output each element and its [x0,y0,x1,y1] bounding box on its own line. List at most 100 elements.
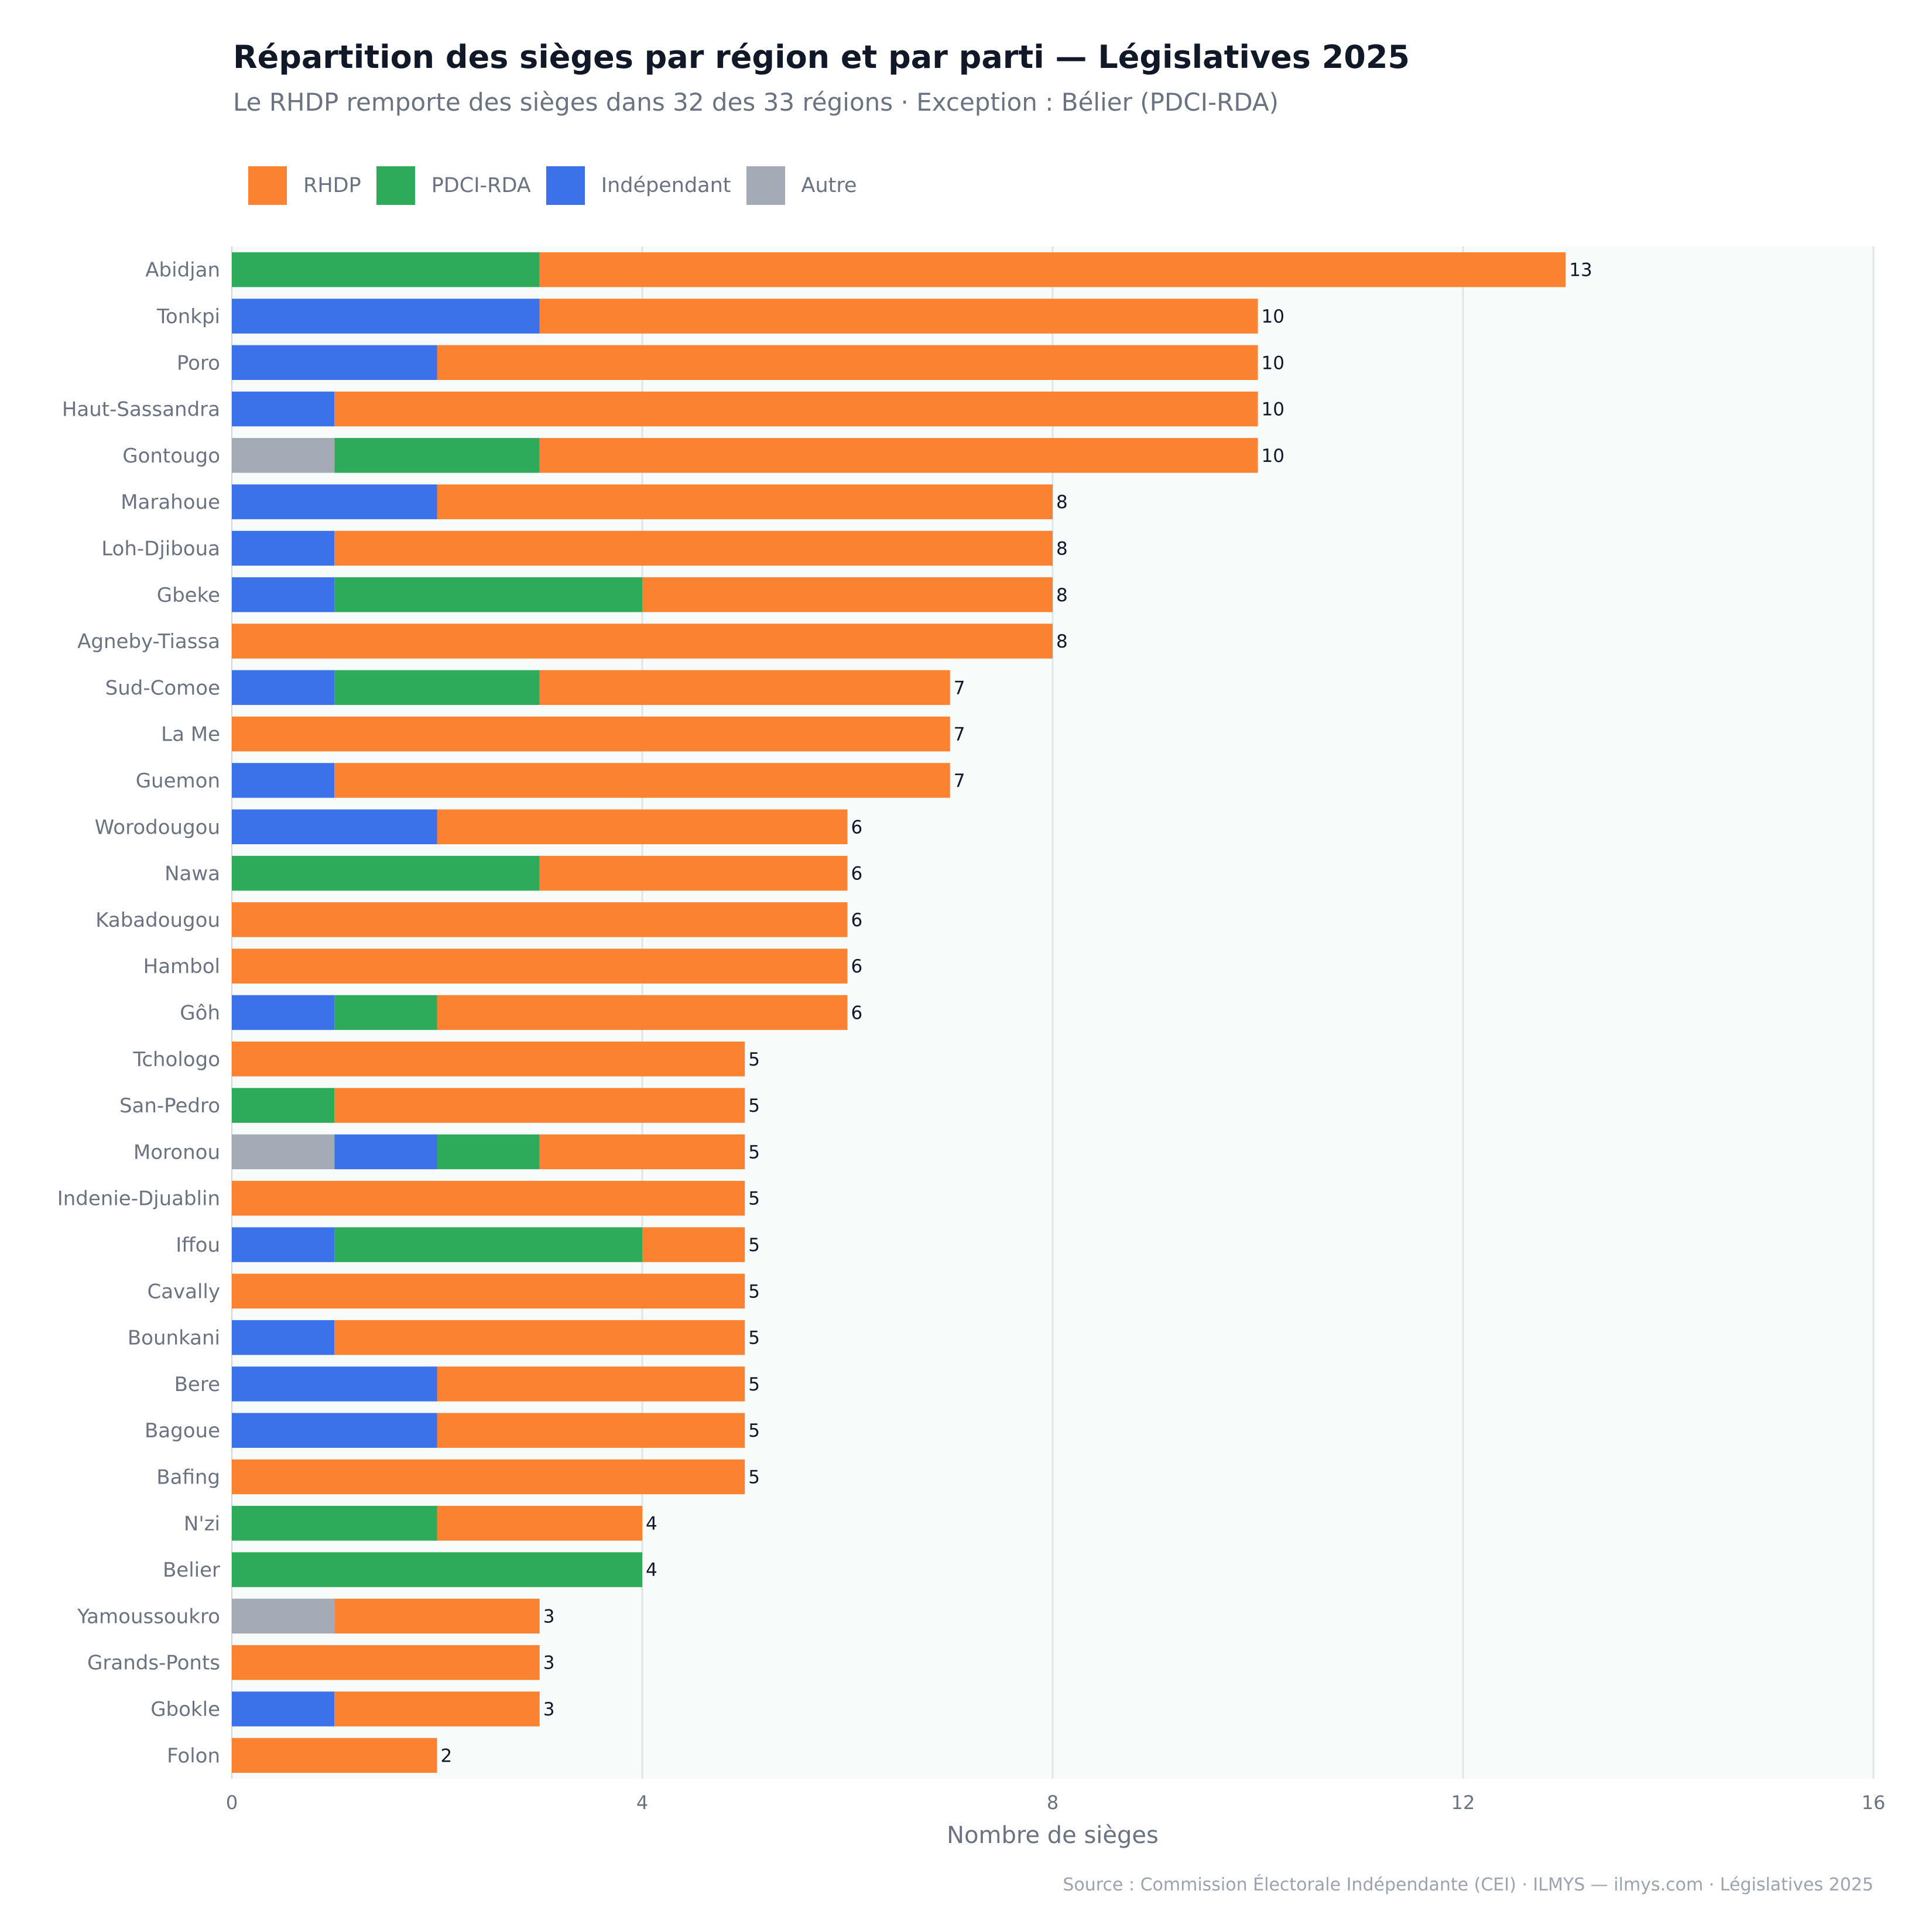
total-label: 6 [851,910,863,931]
bar-segment-rhdp [334,1598,540,1634]
bar-segment-ind-pendant [232,299,540,334]
total-label: 6 [851,1003,863,1024]
bar-segment-rhdp [539,252,1566,287]
bar-segment-pdci-rda [232,1088,335,1123]
chart-subtitle: Le RHDP remporte des sièges dans 32 des … [233,88,1279,117]
total-label: 7 [954,677,965,698]
category-label: Nawa [165,862,220,886]
bar-segment-rhdp [539,670,950,705]
legend-swatch [546,166,585,205]
category-label: Tonkpi [156,305,220,328]
bar-segment-rhdp [232,1273,745,1309]
bar-segment-rhdp [539,855,848,891]
total-label: 8 [1056,585,1068,606]
total-label: 4 [646,1513,657,1534]
category-label: Marahoue [121,491,220,514]
legend-label: Autre [801,174,857,197]
legend-label: Indépendant [601,174,731,197]
bar-segment-ind-pendant [232,484,437,519]
bar-segment-ind-pendant [232,995,335,1030]
category-label: Kabadougou [95,909,220,932]
bar-segment-pdci-rda [334,438,540,473]
bar-segment-ind-pendant [232,577,335,612]
bar-segment-pdci-rda [334,995,437,1030]
total-label: 5 [748,1281,760,1302]
bar-segment-rhdp [232,1645,540,1680]
category-label: Tchologo [132,1048,220,1071]
bar-segment-rhdp [232,902,848,937]
legend-label: PDCI-RDA [431,174,531,197]
category-label: Gbokle [150,1698,220,1721]
category-label: N'zi [184,1512,220,1536]
total-label: 8 [1056,538,1068,559]
total-label: 3 [543,1699,555,1720]
category-label: Gbeke [157,584,220,607]
total-label: 2 [441,1745,453,1766]
legend-item[interactable]: Indépendant [546,166,731,205]
total-label: 7 [954,724,965,745]
category-label: Gôh [180,1002,220,1025]
category-label: Indenie-Djuablin [57,1187,220,1211]
legend-item[interactable]: RHDP [248,166,361,205]
bar-segment-rhdp [334,530,1053,566]
total-label: 10 [1262,306,1284,327]
bar-segment-rhdp [334,1320,745,1355]
bar-segment-rhdp [334,1691,540,1727]
category-label: Belier [163,1558,220,1582]
bar-segment-rhdp [232,1180,745,1216]
bar-segment-rhdp [334,1088,745,1123]
bar-segment-rhdp [232,1459,745,1495]
total-label: 5 [748,1095,760,1116]
bar-segment-ind-pendant [232,1227,335,1262]
bar-segment-ind-pendant [232,1691,335,1727]
bar-segment-ind-pendant [232,1366,437,1402]
bar-segment-rhdp [642,577,1053,612]
legend-item[interactable]: PDCI-RDA [376,166,531,205]
total-label: 13 [1569,260,1592,281]
x-tick-label: 16 [1862,1791,1886,1814]
category-label: Folon [167,1744,220,1767]
x-tick-label: 4 [636,1791,648,1814]
bar-segment-pdci-rda [334,1227,642,1262]
category-label: Bere [174,1373,220,1396]
legend-swatch [746,166,785,205]
legend-item[interactable]: Autre [746,166,857,205]
category-label: Iffou [176,1234,220,1257]
bar-segment-rhdp [437,995,848,1030]
category-label: Worodougou [95,816,220,839]
total-label: 5 [748,1142,760,1163]
bar-segment-ind-pendant [232,809,437,845]
source-footer: Source : Commission Électorale Indépenda… [1063,1875,1873,1895]
bar-segment-rhdp [232,948,848,984]
category-label: Agneby-Tiassa [77,630,220,653]
bar-segment-rhdp [334,391,1258,427]
legend-label: RHDP [303,174,361,197]
total-label: 4 [646,1560,657,1581]
bar-segment-rhdp [642,1227,745,1262]
total-label: 10 [1262,352,1284,374]
bar-segment-pdci-rda [232,1506,437,1541]
category-label: Moronou [133,1140,220,1164]
category-label: Abidjan [145,259,220,282]
total-label: 8 [1056,631,1068,652]
total-label: 5 [748,1235,760,1256]
bar-segment-pdci-rda [334,670,540,705]
total-label: 6 [851,956,863,977]
total-label: 5 [748,1328,760,1349]
bar-segment-autre [232,1134,335,1170]
x-tick-label: 12 [1451,1791,1475,1814]
bar-segment-pdci-rda [232,855,540,891]
total-label: 3 [543,1653,555,1674]
legend: RHDP PDCI-RDA Indépendant Autre [248,166,872,205]
bar-segment-ind-pendant [232,345,437,380]
category-label: Loh-Djiboua [101,537,220,560]
bar-segment-pdci-rda [232,252,540,287]
bar-segment-rhdp [232,1738,437,1773]
legend-swatch [248,166,287,205]
bar-segment-pdci-rda [334,577,642,612]
x-axis-title: Nombre de sièges [947,1822,1159,1849]
category-label: Bagoue [145,1419,220,1443]
total-label: 5 [748,1049,760,1070]
bar-segment-autre [232,1598,335,1634]
total-label: 8 [1056,492,1068,513]
